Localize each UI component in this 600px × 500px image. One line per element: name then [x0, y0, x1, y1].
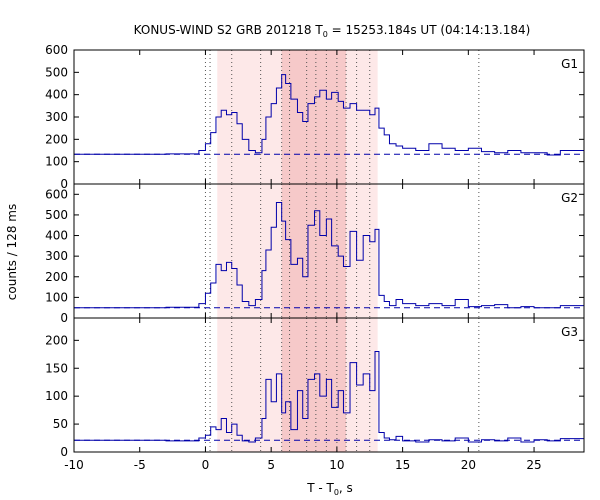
x-tick-label: 10 — [329, 458, 344, 472]
x-axis-label: T - T0, s — [306, 481, 353, 497]
x-tick-label: 25 — [526, 458, 541, 472]
light-curve-g2 — [74, 202, 585, 309]
y-tick-label: 600 — [45, 187, 68, 201]
y-tick-label: 200 — [45, 132, 68, 146]
y-tick-label: 100 — [45, 389, 68, 403]
y-tick-label: 600 — [45, 43, 68, 57]
y-tick-label: 400 — [45, 88, 68, 102]
y-tick-label: 400 — [45, 229, 68, 243]
x-tick-label: 5 — [267, 458, 275, 472]
y-tick-label: 300 — [45, 249, 68, 263]
light-curve-g1 — [74, 74, 585, 156]
y-tick-label: 500 — [45, 65, 68, 79]
panel-label-g1: G1 — [561, 57, 578, 71]
y-tick-label: 200 — [45, 333, 68, 347]
y-tick-label: 500 — [45, 208, 68, 222]
x-tick-label: 0 — [202, 458, 210, 472]
y-tick-label: 200 — [45, 270, 68, 284]
y-tick-label: 0 — [60, 177, 68, 191]
y-tick-label: 0 — [60, 445, 68, 459]
y-tick-label: 0 — [60, 311, 68, 325]
panel-g2: 0 100 200 300 400 500 600 G2 — [45, 183, 585, 325]
panel-frame — [73, 317, 585, 453]
panel-label-g2: G2 — [561, 191, 578, 205]
shaded-interval-1 — [281, 50, 347, 184]
y-tick-label: 100 — [45, 290, 68, 304]
x-tick-label: 20 — [461, 458, 476, 472]
chart-title: KONUS-WIND S2 GRB 201218 T0 = 15253.184s… — [134, 23, 531, 39]
y-tick-label: 300 — [45, 110, 68, 124]
y-tick-label: 50 — [53, 417, 68, 431]
panel-g1: 0 100 200 300 400 500 600 G1 — [45, 43, 585, 191]
panel-g3: 0 50 100 150 200 G3 — [45, 317, 585, 459]
panel-label-g3: G3 — [561, 325, 578, 339]
x-tick-label: 15 — [395, 458, 410, 472]
light-curve-g3 — [74, 351, 585, 443]
y-axis-label: counts / 128 ms — [5, 204, 19, 300]
x-tick-label: -5 — [134, 458, 146, 472]
shaded-interval-1 — [281, 184, 347, 318]
plot-area: 0100200300400500600G10100200300400500600… — [45, 43, 585, 472]
x-tick-label: -10 — [64, 458, 84, 472]
y-tick-label: 100 — [45, 155, 68, 169]
y-tick-label: 150 — [45, 361, 68, 375]
